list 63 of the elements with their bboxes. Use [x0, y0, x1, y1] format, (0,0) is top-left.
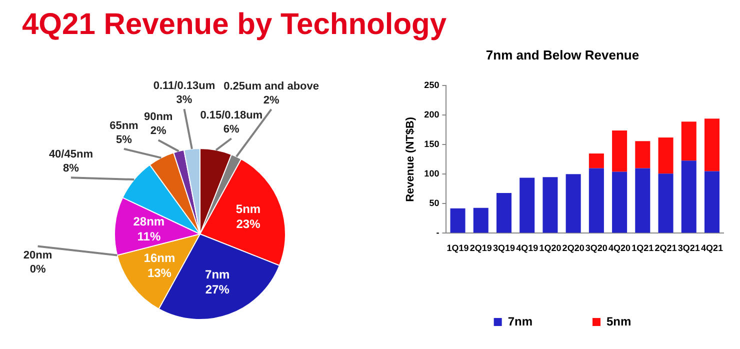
bar [520, 178, 535, 233]
legend-label: 7nm [508, 314, 533, 328]
slice-label: 28nm [133, 214, 165, 228]
chart-title: 7nm and Below Revenue [486, 47, 640, 62]
bar [704, 171, 720, 233]
bar [704, 118, 720, 172]
data-label: 23% [236, 216, 261, 231]
y-tick-label: 250 [424, 80, 440, 90]
slice-label: 7nm [205, 268, 230, 282]
bar [612, 130, 628, 172]
bar [473, 208, 488, 233]
bar [681, 160, 696, 233]
category-label: 20nm [23, 249, 52, 262]
data-label: 3% [176, 94, 192, 106]
y-tick-label: - [436, 228, 440, 238]
data-label: 5% [116, 134, 132, 146]
bar [542, 177, 558, 233]
x-tick-label: 1Q21 [632, 243, 654, 254]
bar [566, 174, 581, 233]
x-tick-label: 3Q19 [492, 243, 516, 254]
slice-label: 16nm [144, 250, 176, 265]
bar [588, 153, 604, 168]
data-label: 6% [223, 124, 240, 136]
y-tick-label: 50 [429, 198, 440, 208]
data-label: 2% [263, 94, 280, 106]
bar [635, 141, 650, 168]
slice-label: 40/45nm [48, 148, 94, 161]
data-label: 11% [137, 229, 161, 244]
legend-label: 5nm [606, 314, 632, 328]
chart-title: 4Q21 Revenue by Technology [21, 7, 447, 43]
data-label: 8% [63, 162, 80, 175]
x-tick-label: 1Q19 [446, 243, 469, 254]
x-tick-label: 4Q21 [700, 243, 724, 254]
text: 0% [30, 263, 46, 276]
slice-label: 5nm [236, 202, 261, 216]
data-label: 2% [150, 125, 167, 138]
x-tick-label: 1Q20 [539, 243, 562, 254]
y-tick-label: 100 [424, 168, 440, 179]
bar [496, 193, 512, 233]
x-tick-label: 4Q20 [608, 243, 631, 254]
slice-label: 0.25um and above [224, 80, 319, 92]
x-tick-label: 2Q20 [562, 243, 584, 254]
slice-label: 0.15/0.18um [200, 110, 263, 122]
bar [612, 172, 628, 233]
x-tick-label: 4Q19 [516, 243, 538, 254]
data-label: 27% [205, 282, 230, 297]
x-tick-label: 2Q21 [654, 243, 677, 254]
slice-label: 90nm [144, 111, 173, 124]
bar [658, 174, 674, 233]
bar [635, 168, 650, 233]
y-tick-label: 200 [424, 110, 440, 120]
x-tick-label: 2Q19 [470, 243, 492, 254]
x-tick-label: 3Q20 [585, 243, 608, 254]
slice-label: 0.11/0.13um [153, 80, 216, 92]
bar [450, 208, 466, 233]
bar [658, 138, 674, 174]
bar [681, 122, 696, 161]
x-tick-label: 3Q21 [678, 243, 700, 254]
y-tick-label: 150 [424, 139, 440, 150]
y-axis-title: Revenue (NT$B) [404, 116, 417, 202]
slice-label: 65nm [110, 120, 139, 132]
bar [588, 168, 604, 233]
data-label: 13% [147, 266, 172, 280]
